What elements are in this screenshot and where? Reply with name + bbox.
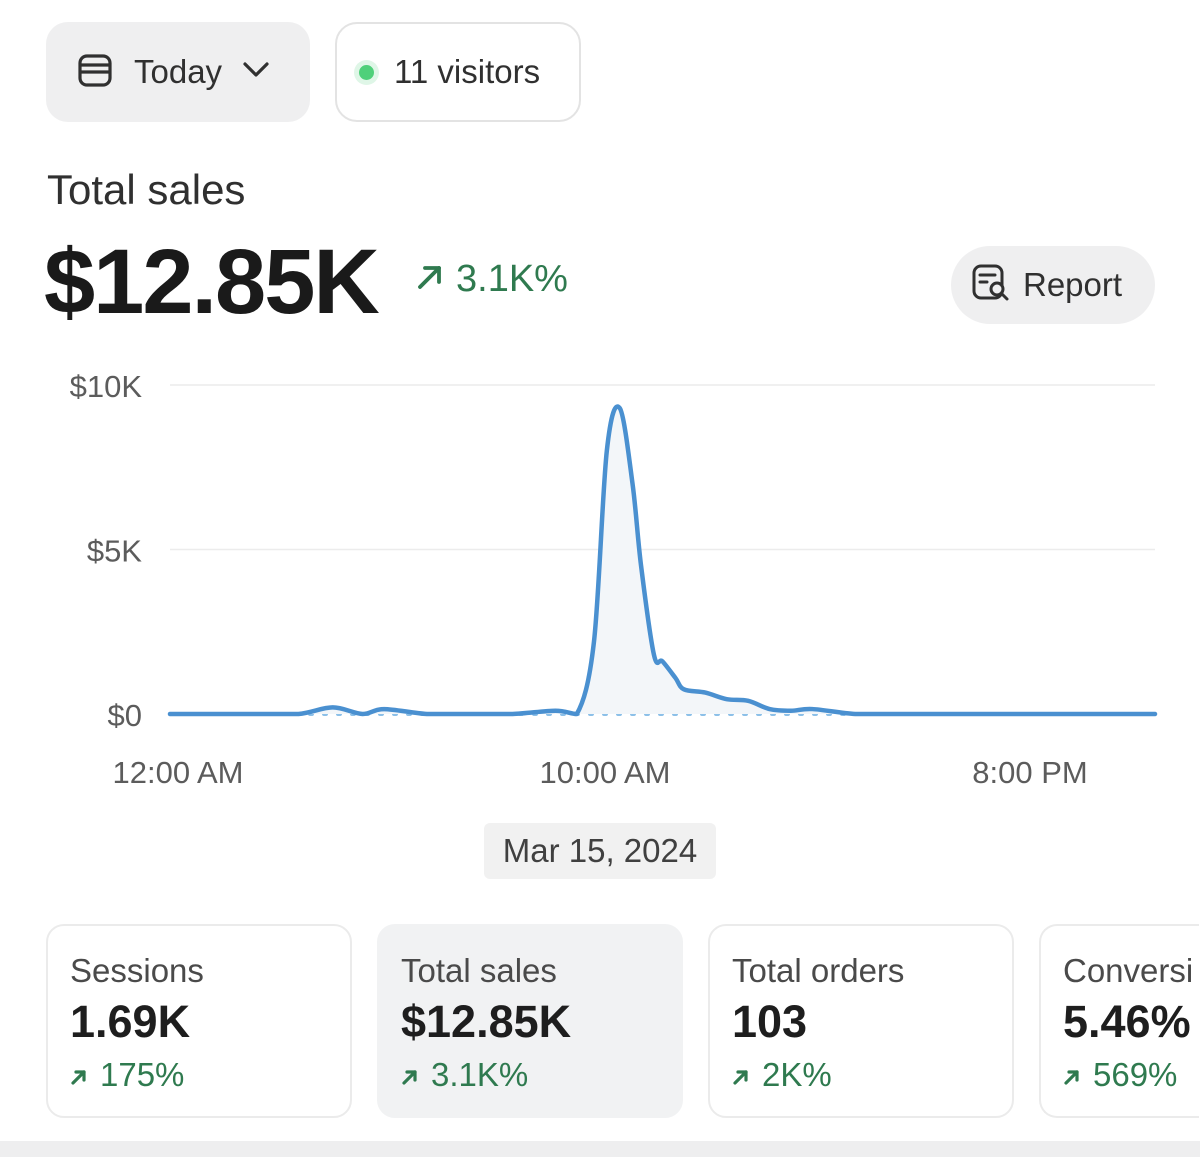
card-delta-value: 175% (100, 1056, 185, 1093)
x-tick-label: 8:00 PM (972, 755, 1087, 790)
card-value: 103 (732, 996, 808, 1047)
card-delta: 3.1K% (401, 1056, 681, 1094)
y-tick-label: $10K (70, 369, 143, 404)
arrow-up-right-icon (70, 1056, 88, 1094)
card-value: $12.85K (401, 996, 572, 1047)
card-value: 5.46% (1063, 996, 1191, 1047)
live-visitors-button[interactable]: 11 visitors (335, 22, 581, 122)
chevron-down-icon (242, 60, 270, 85)
bottom-bar (0, 1141, 1200, 1157)
date-range-button[interactable]: Today (46, 22, 310, 122)
arrow-up-right-icon (416, 258, 444, 301)
x-tick-label: 10:00 AM (540, 755, 671, 790)
date-range-label: Today (134, 53, 223, 90)
series-line (167, 404, 1158, 717)
arrow-up-right-icon (401, 1056, 419, 1094)
visitors-label: 11 visitors (394, 53, 541, 90)
card-delta: 2K% (732, 1056, 1012, 1094)
calendar-icon (76, 51, 114, 94)
y-tick-label: $0 (108, 698, 142, 733)
card-delta-value: 2K% (762, 1056, 832, 1093)
y-tick-label: $5K (87, 534, 142, 569)
card-label: Total orders (732, 952, 905, 989)
metric-value: $12.85K (44, 231, 380, 333)
x-tick-label: 12:00 AM (113, 755, 244, 790)
card-delta-value: 569% (1093, 1056, 1178, 1093)
card-conversion[interactable]: Conversi 5.46% 569% (1039, 924, 1199, 1118)
metric-delta: 3.1K% (416, 258, 568, 301)
card-label: Sessions (70, 952, 204, 989)
card-delta: 569% (1063, 1056, 1199, 1094)
card-value: 1.69K (70, 996, 191, 1047)
series-area (170, 406, 1155, 714)
report-button[interactable]: Report (951, 246, 1155, 324)
report-label: Report (1023, 266, 1123, 303)
card-delta-value: 3.1K% (431, 1056, 529, 1093)
arrow-up-right-icon (1063, 1056, 1081, 1094)
card-label: Conversi (1063, 952, 1194, 989)
metric-title: Total sales (47, 166, 246, 213)
card-sessions[interactable]: Sessions 1.69K 175% (46, 924, 352, 1118)
arrow-up-right-icon (732, 1056, 750, 1094)
date-chip: Mar 15, 2024 (484, 823, 716, 879)
card-label: Total sales (401, 952, 557, 989)
sales-line-chart[interactable]: $10K $5K $0 12:00 AM 10:00 AM 8:00 PM (0, 360, 1200, 800)
card-delta: 175% (70, 1056, 350, 1094)
card-total-sales[interactable]: Total sales $12.85K 3.1K% (377, 924, 683, 1118)
metric-delta-value: 3.1K% (456, 258, 568, 300)
card-total-orders[interactable]: Total orders 103 2K% (708, 924, 1014, 1118)
report-search-icon (971, 263, 1011, 308)
live-status-icon (359, 64, 374, 80)
